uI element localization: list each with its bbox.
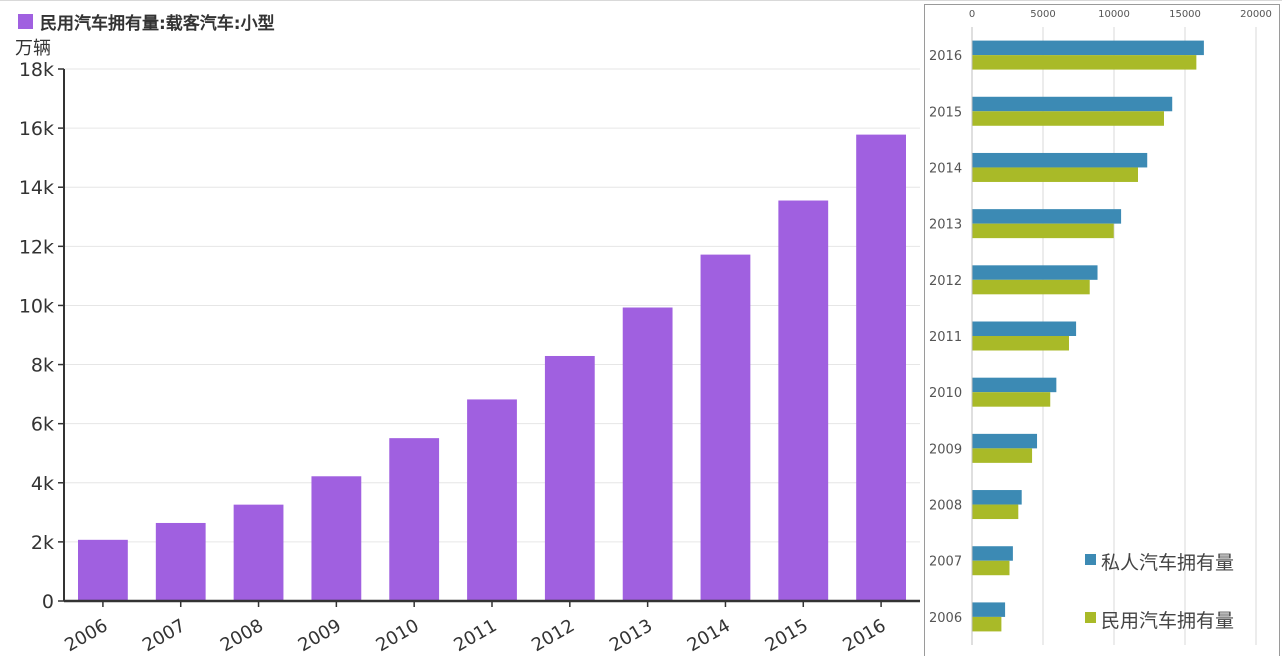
bar [972, 560, 1010, 576]
x-tick-label: 2006 [61, 615, 111, 656]
bar-chart-svg: 0 2k 4k 6k 8k 10k 12k 14k 16k 18k 2006 2007 2008 2009… [19, 59, 920, 656]
legend[interactable]: 民用汽车拥有量:载客汽车:小型 [18, 10, 275, 34]
x-tick-label: 0 [969, 9, 975, 20]
x-tick-label: 2011 [450, 615, 500, 656]
bar [972, 40, 1204, 56]
x-tick-label: 2016 [839, 615, 889, 656]
legend-label: 民用汽车拥有量 [1101, 610, 1234, 632]
x-tick-label: 15000 [1169, 9, 1201, 20]
bar [778, 200, 829, 601]
y-tick-label: 8k [31, 355, 54, 377]
x-tick-label: 2008 [217, 615, 267, 656]
y-tick-label: 18k [19, 59, 54, 81]
y-tick-label: 2013 [929, 218, 962, 233]
bar [972, 433, 1038, 449]
bar [972, 392, 1051, 407]
bar [972, 279, 1090, 295]
bar [972, 602, 1006, 617]
legend-swatch [18, 13, 33, 29]
bar [972, 265, 1098, 280]
y-tick-label: 2007 [929, 555, 962, 570]
x-tick-label: 2012 [528, 615, 578, 656]
x-tick-label: 5000 [1030, 9, 1055, 20]
bar [233, 504, 284, 601]
y-tick-label: 16k [19, 118, 54, 140]
y-tick-label: 2015 [929, 105, 962, 120]
y-tick-label: 10k [19, 295, 54, 317]
x-tick-label: 2009 [295, 615, 345, 656]
y-tick-label: 4k [31, 473, 54, 495]
y-tick-label: 12k [19, 236, 54, 258]
bar [972, 504, 1019, 520]
bar [972, 616, 1002, 632]
bar [972, 546, 1013, 561]
legend-label: 民用汽车拥有量:载客汽车:小型 [40, 13, 275, 34]
y-tick-label: 2014 [929, 161, 962, 176]
bar [311, 476, 362, 601]
legend-label: 私人汽车拥有量 [1101, 552, 1234, 574]
y-tick-label: 14k [19, 177, 54, 199]
bar [467, 399, 517, 601]
bar [972, 55, 1197, 70]
x-tick-label: 2007 [139, 615, 189, 656]
bar [972, 448, 1033, 463]
bar [155, 522, 206, 601]
x-tick-label: 2010 [373, 615, 423, 656]
x-tick-label: 20000 [1240, 9, 1272, 20]
bar [622, 307, 673, 601]
bar [972, 167, 1138, 182]
legend-swatch [1085, 612, 1096, 623]
small-passenger-car-chart: 民用汽车拥有量:载客汽车:小型 万辆 0 2k 4k 6k 8k 10k 12k 14k 16k… [0, 1, 924, 656]
bar [972, 490, 1022, 505]
bar [856, 134, 906, 601]
horizontal-bar-chart-svg: 0 5000 10000 15000 20000 2016 2015 2014 2013 2012… [929, 9, 1272, 645]
bar [972, 377, 1057, 393]
x-tick-label: 2014 [684, 615, 734, 656]
y-tick-label: 2006 [929, 611, 962, 626]
bar [972, 111, 1164, 126]
y-tick-label: 2012 [929, 274, 962, 289]
y-axis-unit-label: 万辆 [15, 38, 51, 59]
legend-swatch [1085, 554, 1096, 565]
y-tick-label: 2008 [929, 499, 962, 514]
y-tick-label: 2009 [929, 442, 962, 457]
bar [972, 223, 1114, 239]
y-tick-label: 2k [31, 532, 54, 554]
y-tick-label: 2010 [929, 386, 962, 401]
y-tick-label: 2016 [929, 49, 962, 64]
y-tick-label: 6k [31, 414, 54, 436]
x-tick-label: 2013 [606, 615, 656, 656]
bar [972, 96, 1173, 112]
bar [389, 438, 440, 601]
y-tick-label: 0 [42, 591, 54, 613]
bar [972, 336, 1069, 351]
bar [544, 355, 595, 601]
bar [972, 209, 1122, 224]
x-tick-label: 2015 [762, 615, 812, 656]
car-ownership-comparison-chart: 0 5000 10000 15000 20000 2016 2015 2014 2013 2012… [924, 4, 1280, 656]
x-tick-label: 10000 [1098, 9, 1130, 20]
bar [972, 321, 1077, 336]
bar [700, 254, 751, 601]
bar [78, 539, 128, 601]
bar [972, 152, 1148, 168]
y-tick-label: 2011 [929, 330, 962, 345]
